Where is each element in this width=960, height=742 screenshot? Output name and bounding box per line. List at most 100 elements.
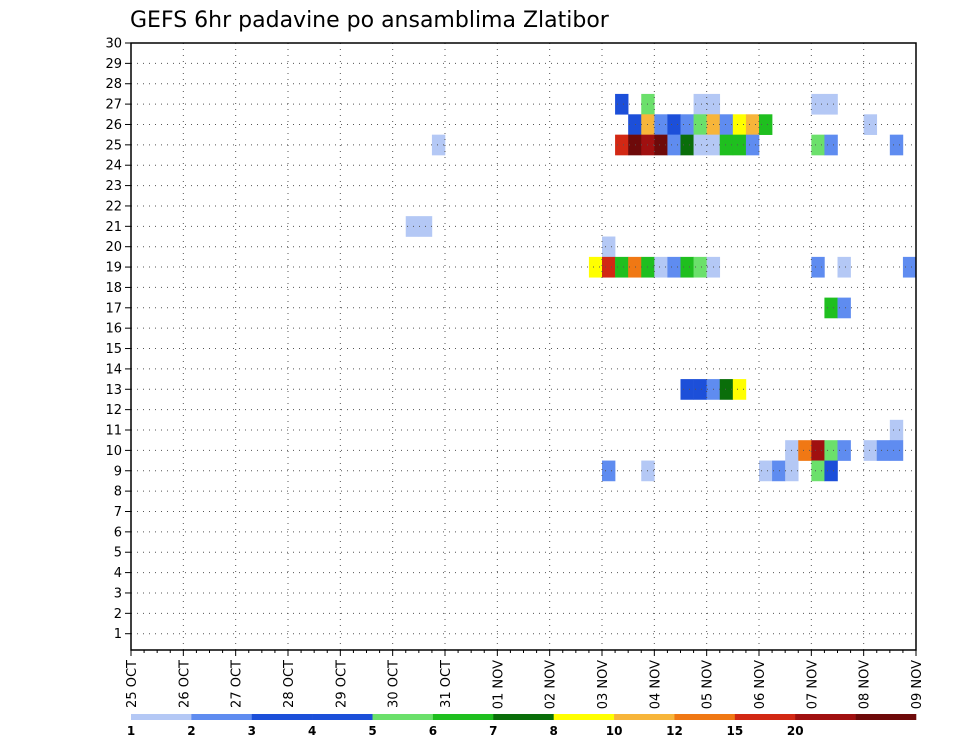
precip-cell — [798, 440, 812, 461]
y-tick-label: 24 — [105, 159, 122, 174]
y-tick-label: 16 — [105, 322, 122, 337]
colorbar-label: 6 — [429, 724, 437, 738]
x-tick-label: 07 NOV — [805, 660, 820, 709]
colorbar-label: 3 — [248, 724, 256, 738]
colorbar-segment — [553, 714, 615, 720]
colorbar-segment — [855, 714, 917, 720]
precip-cell — [811, 440, 825, 461]
y-tick-label: 2 — [114, 607, 122, 622]
precip-cell — [680, 256, 694, 278]
precip-cell — [693, 256, 707, 278]
precip-cell — [889, 419, 904, 441]
y-tick-label: 5 — [114, 546, 122, 561]
precip-cell — [759, 460, 773, 482]
precip-cell — [693, 379, 707, 400]
x-axis: 25 OCT 26 OCT 27 OCT 28 OCT 29 OCT 30 OCT 31 O… — [125, 650, 925, 709]
x-tick-label: 06 NOV — [753, 660, 768, 709]
x-tick-label: 31 OCT — [439, 660, 454, 708]
y-tick-label: 11 — [105, 424, 122, 439]
precip-cell — [732, 379, 747, 400]
y-tick-label: 15 — [105, 342, 122, 357]
y-tick-label: 27 — [105, 98, 122, 113]
precip-cell — [628, 114, 642, 135]
precip-cell — [863, 440, 878, 461]
colorbar-label: 10 — [606, 724, 623, 738]
y-tick-label: 8 — [114, 485, 122, 500]
precip-cell — [837, 256, 851, 278]
precip-cell — [615, 134, 629, 156]
precip-cell — [759, 114, 773, 135]
precip-cell — [680, 379, 694, 400]
chart-title: GEFS 6hr padavine po ansamblima Zlatibor — [130, 8, 610, 33]
precip-cell — [693, 93, 707, 115]
colorbar-label: 12 — [666, 724, 683, 738]
colorbar-segment — [432, 714, 494, 720]
colorbar-label: 1 — [127, 724, 135, 738]
colorbar-label: 4 — [308, 724, 316, 738]
precip-cell — [824, 440, 838, 461]
colorbar-label: 15 — [726, 724, 743, 738]
precip-cell — [667, 114, 681, 135]
y-tick-label: 28 — [105, 77, 122, 92]
y-tick-label: 22 — [105, 199, 122, 214]
y-tick-label: 19 — [105, 261, 122, 276]
colorbar-legend: 1 2 3 4 5 6 7 8 10 12 15 20 — [127, 714, 917, 738]
colorbar-label: 2 — [187, 724, 195, 738]
precip-cell — [811, 460, 825, 482]
y-tick-label: 13 — [105, 383, 122, 398]
x-tick-label: 28 OCT — [282, 660, 297, 708]
y-tick-label: 23 — [105, 179, 122, 194]
colorbar-segment — [312, 714, 373, 720]
x-tick-label: 05 NOV — [701, 660, 716, 709]
colorbar-segment — [674, 714, 736, 720]
precip-cell — [405, 216, 420, 237]
x-tick-label: 02 NOV — [544, 660, 559, 709]
precip-cell — [719, 379, 734, 400]
x-tick-label: 09 NOV — [910, 660, 925, 709]
plot-area — [130, 42, 917, 651]
colorbar-segment — [372, 714, 434, 720]
y-tick-label: 9 — [114, 464, 122, 479]
colorbar-segment — [191, 714, 253, 720]
precip-cell — [667, 134, 681, 156]
x-tick-label: 27 OCT — [230, 660, 245, 708]
precip-cell — [824, 134, 838, 156]
x-tick-label: 08 NOV — [858, 660, 873, 709]
y-tick-label: 1 — [114, 627, 122, 642]
y-tick-label: 4 — [114, 566, 122, 581]
grid-lines — [131, 42, 916, 650]
precip-cell — [811, 93, 825, 115]
precip-cell — [732, 114, 747, 135]
colorbar-label: 20 — [787, 724, 804, 738]
y-axis: 1234567891011121314151617181920212223242… — [105, 37, 131, 642]
precip-cell — [811, 134, 825, 156]
precip-cell — [745, 134, 760, 156]
precip-cell — [667, 256, 681, 278]
precip-cell — [837, 297, 851, 319]
precipitation-cells — [405, 93, 917, 482]
colorbar-segment — [131, 714, 192, 720]
x-tick-label: 29 OCT — [334, 660, 349, 708]
colorbar-segment — [614, 714, 675, 720]
y-tick-label: 21 — [105, 220, 122, 235]
precip-cell — [772, 460, 786, 482]
precip-cell — [876, 440, 891, 461]
y-tick-label: 20 — [105, 240, 122, 255]
x-tick-label: 01 NOV — [491, 660, 506, 709]
precip-cell — [693, 114, 707, 135]
colorbar-segment — [795, 714, 856, 720]
precip-cell — [588, 256, 603, 278]
precip-cell — [431, 134, 446, 156]
precip-cell — [732, 134, 747, 156]
precip-cell — [602, 460, 616, 482]
y-tick-label: 3 — [114, 586, 122, 601]
x-tick-label: 04 NOV — [648, 660, 663, 709]
y-tick-label: 30 — [105, 37, 122, 52]
x-tick-label: 03 NOV — [596, 660, 611, 709]
colorbar-label: 5 — [368, 724, 376, 738]
precip-cell — [811, 256, 825, 278]
precip-cell — [680, 134, 694, 156]
y-tick-label: 7 — [114, 505, 122, 520]
precip-cell — [837, 440, 851, 461]
precip-cell — [824, 93, 838, 115]
